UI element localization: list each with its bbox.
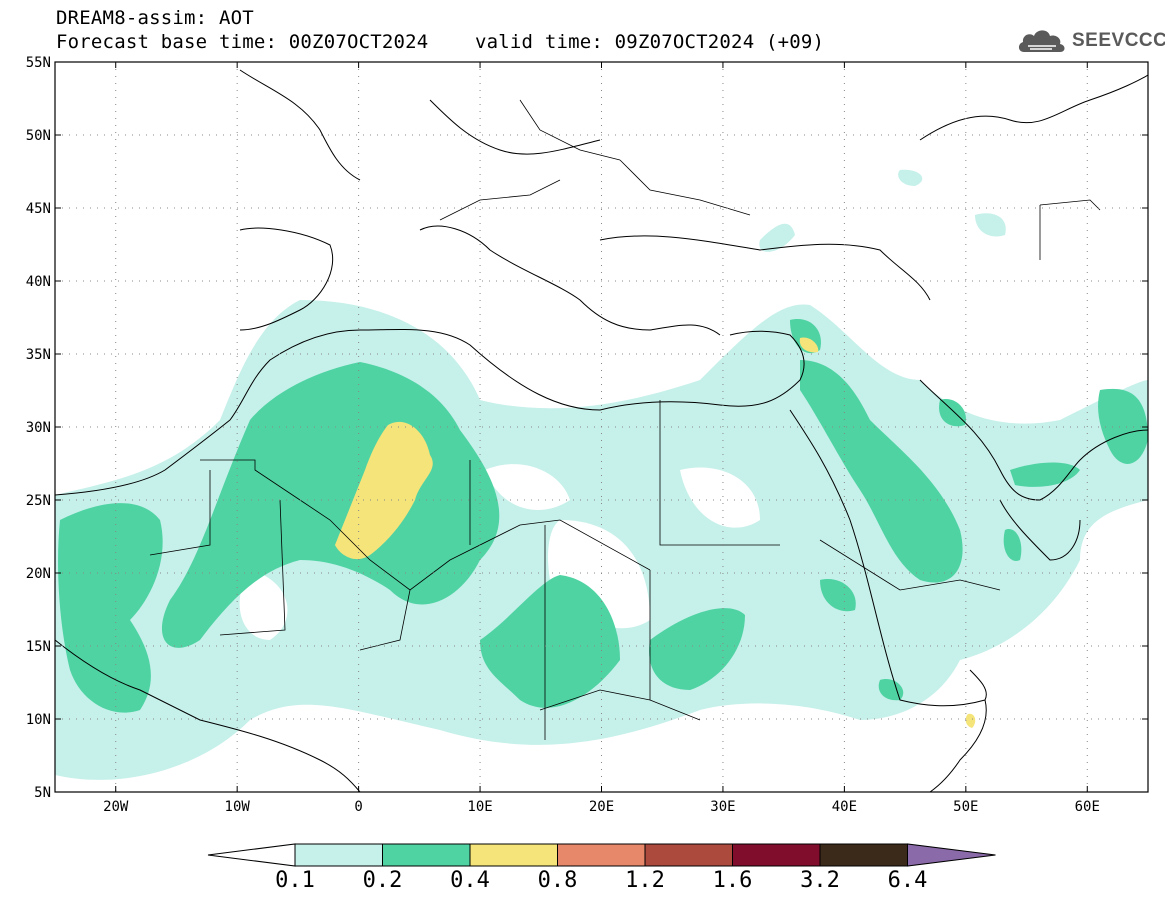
lat-label: 15N — [26, 639, 51, 655]
lon-label: 20E — [589, 799, 614, 815]
colorbar-label: 0.1 — [275, 868, 315, 893]
cloud-icon — [1018, 30, 1065, 52]
colorbar-label: 0.8 — [537, 868, 578, 893]
country-borders — [149, 99, 1101, 740]
colorbar-swatch — [819, 843, 908, 867]
graticule — [55, 62, 1148, 792]
lat-label: 30N — [26, 420, 51, 436]
lat-label: 10N — [26, 712, 51, 728]
lon-label: 40E — [832, 799, 857, 815]
lon-label: 60E — [1075, 799, 1100, 815]
lat-label: 25N — [26, 493, 51, 509]
colorbar-label: 1.6 — [712, 868, 753, 893]
colorbar-swatch — [294, 843, 383, 867]
lat-label: 35N — [26, 347, 51, 363]
latitude-labels: 55N 50N 45N 40N 35N 30N 25N 20N 15N 10N 5N — [26, 55, 51, 801]
colorbar-swatch — [469, 843, 558, 867]
colorbar-label: 0.2 — [362, 868, 403, 893]
lon-label: 0 — [354, 799, 362, 815]
lat-label: 40N — [26, 274, 51, 290]
colorbar-swatch — [382, 843, 471, 867]
colorbar-label: 0.4 — [450, 868, 490, 893]
colorbar-over-arrow — [907, 843, 996, 867]
colorbar-label: 6.4 — [887, 868, 928, 893]
aot-field — [55, 69, 1148, 792]
aot-level-0-1 — [55, 169, 1148, 780]
colorbar — [207, 843, 996, 867]
colorbar-label: 1.2 — [625, 868, 665, 893]
coastlines — [55, 69, 1148, 792]
seevccc-logo: SEEVCCC — [1016, 24, 1165, 58]
longitude-labels: 20W 10W 0 10E 20E 30E 40E 50E 60E — [103, 799, 1100, 815]
colorbar-under-arrow — [207, 843, 296, 867]
colorbar-swatch — [732, 843, 821, 867]
lat-label: 20N — [26, 566, 51, 582]
lon-label: 20W — [103, 799, 129, 815]
lon-label: 30E — [710, 799, 735, 815]
lat-label: 45N — [26, 201, 51, 217]
forecast-time-line: Forecast base time: 00Z07OCT2024 valid t… — [56, 31, 825, 53]
logo-text: SEEVCCC — [1072, 30, 1165, 51]
lon-label: 50E — [953, 799, 978, 815]
lat-label: 55N — [26, 55, 51, 71]
lon-label: 10E — [467, 799, 492, 815]
map-title: DREAM8-assim: AOT — [56, 7, 254, 29]
axis-ticks — [55, 61, 1148, 793]
lat-label: 50N — [26, 128, 51, 144]
colorbar-swatch — [644, 843, 733, 867]
colorbar-label: 3.2 — [800, 868, 840, 893]
aot-level-0-4 — [335, 337, 976, 728]
lat-label: 5N — [34, 785, 51, 801]
lon-label: 10W — [225, 799, 251, 815]
colorbar-swatch — [557, 843, 646, 867]
